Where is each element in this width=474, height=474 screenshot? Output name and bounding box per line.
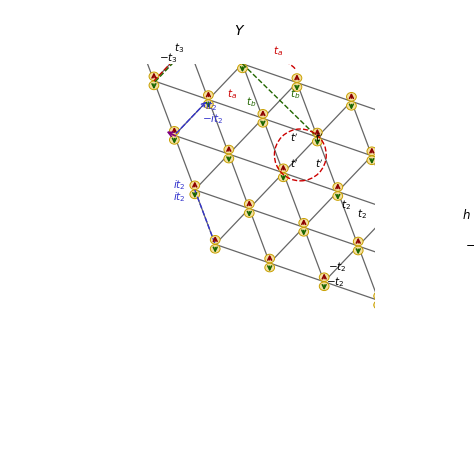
Ellipse shape [374,301,383,310]
Text: $Y$: $Y$ [234,24,246,38]
Ellipse shape [353,237,363,246]
Ellipse shape [353,246,363,255]
Text: $t_2$: $t_2$ [341,199,351,212]
Ellipse shape [387,210,397,219]
Ellipse shape [203,91,213,100]
Ellipse shape [299,228,309,236]
Ellipse shape [319,273,329,282]
Ellipse shape [149,81,159,90]
Ellipse shape [190,181,200,190]
Text: $t'$: $t'$ [315,157,323,170]
Ellipse shape [428,319,438,328]
Ellipse shape [210,245,220,253]
Ellipse shape [292,83,302,91]
Ellipse shape [203,100,213,109]
Ellipse shape [401,120,411,129]
Ellipse shape [128,27,138,35]
Text: $t_b$: $t_b$ [246,96,256,109]
Text: $t'$: $t'$ [290,132,299,144]
Ellipse shape [333,183,343,191]
Text: $t'$: $t'$ [315,132,323,144]
Text: $-t_2$: $-t_2$ [328,260,346,273]
Ellipse shape [442,220,452,229]
Ellipse shape [312,137,322,146]
Ellipse shape [278,164,288,173]
Ellipse shape [237,55,247,64]
Ellipse shape [258,109,268,118]
Ellipse shape [421,175,431,183]
Text: $t_2$: $t_2$ [356,207,366,221]
Ellipse shape [245,209,254,218]
Text: $t_a$: $t_a$ [273,45,283,58]
Ellipse shape [312,128,322,137]
Ellipse shape [387,201,397,210]
Ellipse shape [442,229,452,238]
Ellipse shape [278,173,288,182]
Text: $t_a$: $t_a$ [227,87,237,101]
Ellipse shape [245,200,254,209]
Ellipse shape [421,166,431,174]
Ellipse shape [462,274,472,283]
Ellipse shape [401,111,411,120]
Ellipse shape [367,156,377,164]
Ellipse shape [224,154,234,163]
Ellipse shape [292,74,302,82]
Text: $it_2$: $it_2$ [205,99,218,113]
Text: $-t_2$: $-t_2$ [326,275,345,289]
Text: $t_b$: $t_b$ [290,87,301,101]
Ellipse shape [346,92,356,101]
Ellipse shape [299,219,309,227]
Ellipse shape [428,310,438,319]
Ellipse shape [170,136,179,144]
Ellipse shape [170,127,179,135]
Ellipse shape [183,36,193,45]
Text: $it_2$: $it_2$ [173,178,185,192]
Ellipse shape [265,254,274,263]
Ellipse shape [128,18,138,26]
Text: $-h$: $-h$ [465,238,474,253]
Ellipse shape [319,282,329,291]
Ellipse shape [346,101,356,110]
Ellipse shape [265,263,274,272]
Text: $it_2$: $it_2$ [173,190,185,204]
Text: $t'$: $t'$ [290,157,299,170]
Ellipse shape [408,265,418,273]
Text: $h$: $h$ [462,208,471,222]
Ellipse shape [333,191,343,201]
Ellipse shape [224,145,234,154]
Ellipse shape [210,236,220,244]
Ellipse shape [149,72,159,81]
Text: $-it_2$: $-it_2$ [201,113,223,127]
Ellipse shape [190,190,200,199]
Text: $t_3$: $t_3$ [174,41,184,55]
Ellipse shape [237,64,247,73]
Ellipse shape [258,118,268,127]
Ellipse shape [374,292,383,301]
Text: $-t_3$: $-t_3$ [159,51,178,65]
Ellipse shape [183,46,193,54]
Ellipse shape [367,147,377,155]
Ellipse shape [408,256,418,264]
Ellipse shape [462,283,472,292]
